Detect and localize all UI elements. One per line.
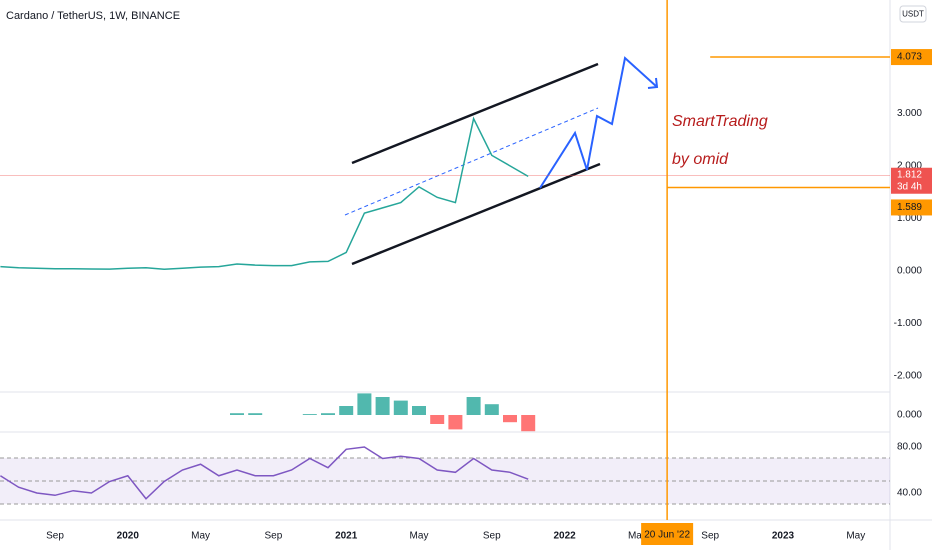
price-tick-label: -1.000: [894, 318, 923, 329]
last-price-badge: [891, 167, 932, 194]
macd-bar: [503, 415, 517, 423]
currency-badge[interactable]: [899, 5, 927, 23]
channel-mid: [344, 107, 599, 216]
countdown-label: 3d 4h: [897, 181, 922, 192]
macd-bar: [375, 397, 390, 415]
macd-bar: [357, 393, 372, 415]
date-badge: [641, 523, 694, 545]
macd-bar: [430, 415, 445, 424]
level-badge: [891, 49, 932, 66]
macd-bar: [412, 406, 426, 415]
time-tick-label: 2020: [117, 531, 140, 542]
macd-bar: [393, 400, 408, 415]
time-tick-label: Sep: [483, 531, 501, 542]
macd-bar: [248, 413, 263, 415]
channel-lower: [351, 162, 601, 266]
time-tick-label: Sep: [265, 531, 283, 542]
chart-title: Cardano / TetherUS, 1W, BINANCE: [6, 10, 180, 22]
price-tick-label: 2.000: [897, 161, 922, 172]
price-line: [0, 116, 529, 271]
time-tick-label: 2022: [553, 531, 576, 542]
projection-arrowhead: [647, 77, 659, 89]
price-tick-label: 1.000: [897, 213, 922, 224]
time-tick-label: 2023: [772, 531, 795, 542]
macd-bar: [466, 397, 481, 415]
last-price-label: 1.812: [897, 169, 922, 180]
annotation: SmartTrading: [672, 113, 768, 130]
level-label: 4.073: [897, 52, 922, 63]
level-badge: [891, 199, 932, 216]
time-tick-label: Sep: [701, 531, 719, 542]
annotation: by omid: [672, 151, 729, 168]
macd-bar: [484, 404, 499, 415]
price-tick-label: 3.000: [897, 108, 922, 119]
time-tick-label: 2021: [335, 531, 358, 542]
macd-bar: [339, 406, 354, 415]
macd-bar: [230, 413, 244, 415]
date-label: 20 Jun '22: [644, 530, 690, 541]
time-tick-label: Sep: [46, 531, 64, 542]
macd-bar: [521, 415, 536, 432]
macd-tick-label: 0.000: [897, 410, 922, 421]
macd-bar: [302, 414, 317, 415]
price-tick-label: 0.000: [897, 265, 922, 276]
time-tick-label: May: [191, 531, 210, 542]
channel-upper: [351, 62, 599, 165]
rsi-line: [0, 446, 529, 500]
currency-label: USDT: [902, 10, 924, 19]
price-tick-label: -2.000: [894, 370, 923, 381]
macd-bar: [448, 415, 463, 430]
time-tick-label: May: [846, 531, 865, 542]
time-tick-label: May: [410, 531, 429, 542]
macd-bar: [321, 413, 335, 415]
level-label: 1.589: [897, 202, 922, 213]
rsi-tick-label: 40.00: [897, 488, 922, 499]
time-tick-label: May: [628, 531, 647, 542]
rsi-tick-label: 80.00: [897, 442, 922, 453]
projection-path: [539, 56, 658, 189]
